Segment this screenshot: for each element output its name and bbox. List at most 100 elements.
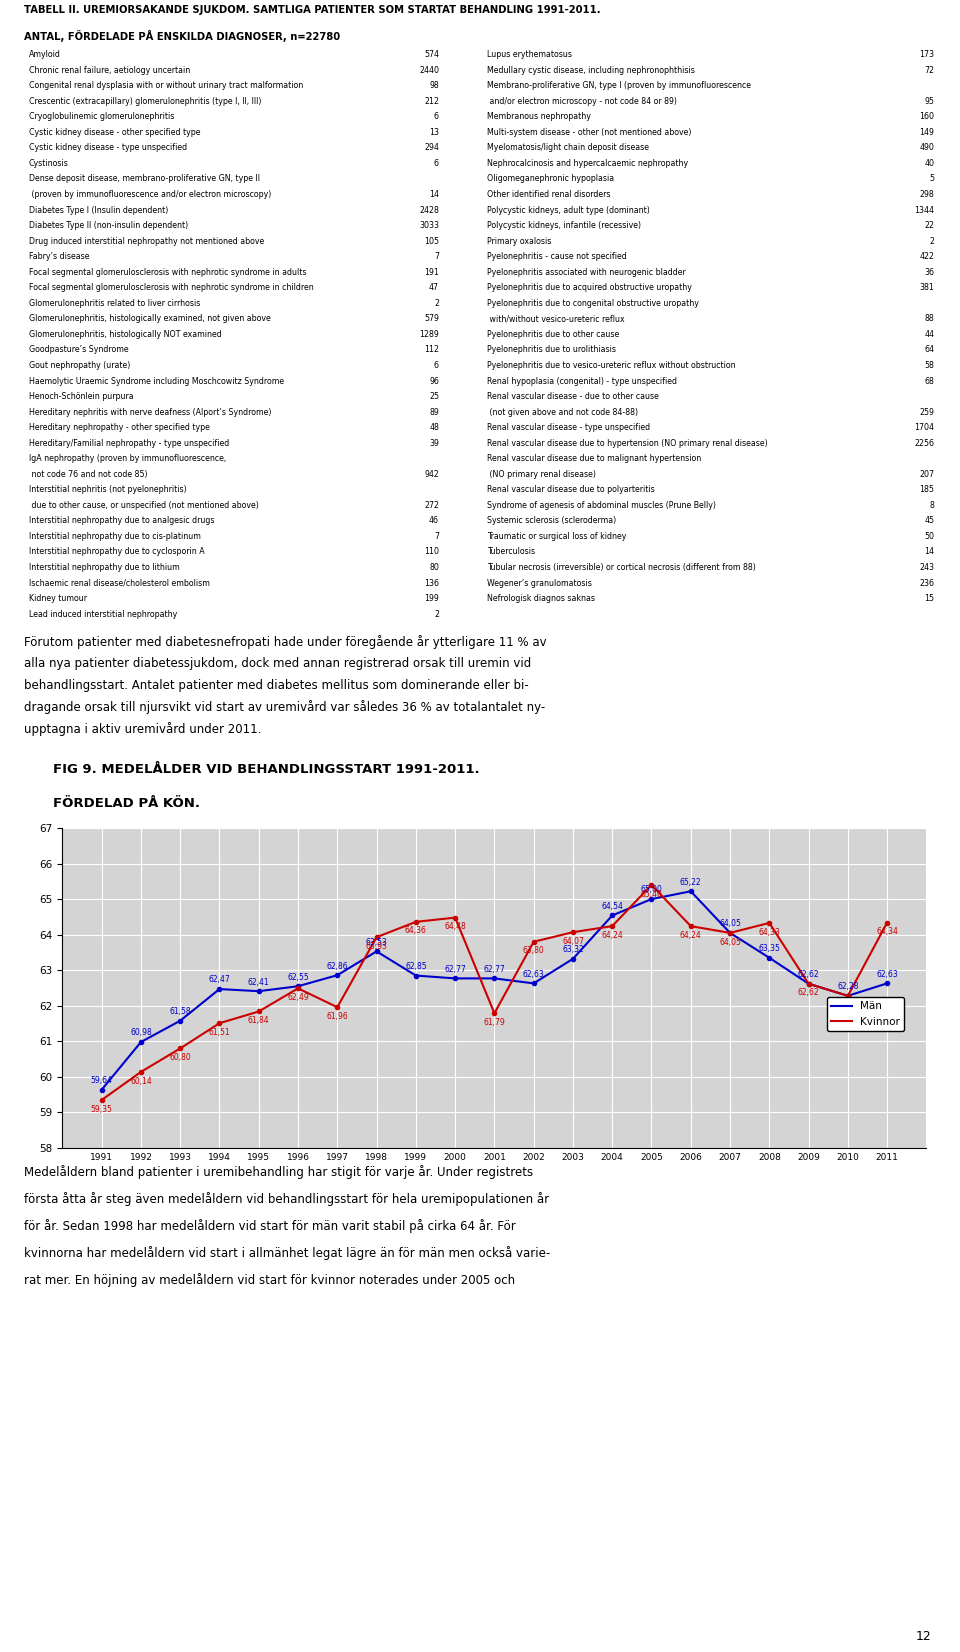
Text: kvinnorna har medelåldern vid start i allmänhet legat lägre än för män men också: kvinnorna har medelåldern vid start i al… xyxy=(24,1246,550,1260)
Text: Kidney tumour: Kidney tumour xyxy=(29,595,86,603)
Text: 63,32: 63,32 xyxy=(562,945,584,955)
Text: rat mer. En höjning av medelåldern vid start för kvinnor noterades under 2005 oc: rat mer. En höjning av medelåldern vid s… xyxy=(24,1272,516,1287)
Text: ANTAL, FÖRDELADE PÅ ENSKILDA DIAGNOSER, n=22780: ANTAL, FÖRDELADE PÅ ENSKILDA DIAGNOSER, … xyxy=(24,30,340,41)
Text: Förutom patienter med diabetesnefropati hade under föregående år ytterligare 11 : Förutom patienter med diabetesnefropati … xyxy=(24,634,546,649)
Text: 64,33: 64,33 xyxy=(758,927,780,937)
Text: Pyelonephritis due to other cause: Pyelonephritis due to other cause xyxy=(488,330,619,339)
Legend: Män, Kvinnor: Män, Kvinnor xyxy=(827,998,904,1031)
Text: 64,05: 64,05 xyxy=(719,938,741,947)
Text: 50: 50 xyxy=(924,532,934,540)
Text: Nephrocalcinosis and hypercalcaemic nephropathy: Nephrocalcinosis and hypercalcaemic neph… xyxy=(488,159,688,169)
Text: 65,40: 65,40 xyxy=(640,889,662,899)
Text: 95: 95 xyxy=(924,97,934,106)
Text: 62,49: 62,49 xyxy=(287,993,309,1003)
Text: 62,62: 62,62 xyxy=(798,970,820,980)
Text: 1289: 1289 xyxy=(420,330,439,339)
Text: Congenital renal dysplasia with or without urinary tract malformation: Congenital renal dysplasia with or witho… xyxy=(29,81,302,91)
Text: 1344: 1344 xyxy=(914,205,934,215)
Text: 62,77: 62,77 xyxy=(484,965,505,973)
Text: 14: 14 xyxy=(429,190,439,198)
Text: 62,28: 62,28 xyxy=(837,1001,858,1009)
Text: 60,80: 60,80 xyxy=(169,1052,191,1062)
Text: Medelåldern bland patienter i uremibehandling har stigit för varje år. Under reg: Medelåldern bland patienter i uremibehan… xyxy=(24,1165,533,1180)
Text: Interstitial nephropathy due to cis-platinum: Interstitial nephropathy due to cis-plat… xyxy=(29,532,201,540)
Text: 8: 8 xyxy=(929,501,934,510)
Text: 80: 80 xyxy=(429,563,439,572)
Text: 64,48: 64,48 xyxy=(444,922,466,932)
Text: 243: 243 xyxy=(919,563,934,572)
Text: and/or electron microscopy - not code 84 or 89): and/or electron microscopy - not code 84… xyxy=(488,97,677,106)
Text: 89: 89 xyxy=(429,408,439,416)
Text: alla nya patienter diabetessjukdom, dock med annan registrerad orsak till uremin: alla nya patienter diabetessjukdom, dock… xyxy=(24,657,531,669)
Text: 64,24: 64,24 xyxy=(601,930,623,940)
Text: första åtta år steg även medelåldern vid behandlingsstart för hela uremipopulati: första åtta år steg även medelåldern vid… xyxy=(24,1193,549,1206)
Text: 2428: 2428 xyxy=(420,205,439,215)
Text: 48: 48 xyxy=(429,423,439,433)
Text: 2: 2 xyxy=(434,299,439,307)
Text: 212: 212 xyxy=(424,97,439,106)
Text: 61,79: 61,79 xyxy=(484,1018,505,1028)
Text: Oligomeganephronic hypoplasia: Oligomeganephronic hypoplasia xyxy=(488,175,614,183)
Text: Cystinosis: Cystinosis xyxy=(29,159,68,169)
Text: 381: 381 xyxy=(920,282,934,292)
Text: Renal vascular disease due to hypertension (NO primary renal disease): Renal vascular disease due to hypertensi… xyxy=(488,439,768,448)
Text: Medullary cystic disease, including nephronophthisis: Medullary cystic disease, including neph… xyxy=(488,66,695,74)
Text: 62,41: 62,41 xyxy=(248,978,270,986)
Text: 98: 98 xyxy=(429,81,439,91)
Text: dragande orsak till njursvikt vid start av uremivård var således 36 % av totalan: dragande orsak till njursvikt vid start … xyxy=(24,700,545,714)
Text: 12: 12 xyxy=(916,1631,931,1644)
Text: not code 76 and not code 85): not code 76 and not code 85) xyxy=(29,469,147,479)
Text: (proven by immunofluorescence and/or electron microscopy): (proven by immunofluorescence and/or ele… xyxy=(29,190,271,198)
Text: 63,53: 63,53 xyxy=(366,938,388,947)
Text: 5: 5 xyxy=(929,175,934,183)
Text: 47: 47 xyxy=(429,282,439,292)
Text: 25: 25 xyxy=(429,392,439,401)
Text: 36: 36 xyxy=(924,268,934,278)
Text: 61,84: 61,84 xyxy=(248,1016,270,1026)
Text: 68: 68 xyxy=(924,377,934,385)
Text: 64: 64 xyxy=(924,345,934,355)
Text: Tubular necrosis (irreversible) or cortical necrosis (different from 88): Tubular necrosis (irreversible) or corti… xyxy=(488,563,756,572)
Text: 61,51: 61,51 xyxy=(208,1028,230,1037)
Text: 22: 22 xyxy=(924,221,934,230)
Text: 7: 7 xyxy=(434,532,439,540)
Text: 63,80: 63,80 xyxy=(523,947,544,955)
Text: 65,00: 65,00 xyxy=(640,885,662,894)
Text: 236: 236 xyxy=(919,578,934,588)
Text: Dense deposit disease, membrano-proliferative GN, type II: Dense deposit disease, membrano-prolifer… xyxy=(29,175,259,183)
Text: Pyelonephritis due to vesico-ureteric reflux without obstruction: Pyelonephritis due to vesico-ureteric re… xyxy=(488,362,736,370)
Text: Syndrome of agenesis of abdominal muscles (Prune Belly): Syndrome of agenesis of abdominal muscle… xyxy=(488,501,716,510)
Text: Polycystic kidneys, infantile (recessive): Polycystic kidneys, infantile (recessive… xyxy=(488,221,641,230)
Text: för år. Sedan 1998 har medelåldern vid start för män varit stabil på cirka 64 år: för år. Sedan 1998 har medelåldern vid s… xyxy=(24,1219,516,1232)
Text: 13: 13 xyxy=(429,127,439,137)
Text: 136: 136 xyxy=(424,578,439,588)
Text: 88: 88 xyxy=(924,314,934,324)
Text: 60,98: 60,98 xyxy=(130,1029,152,1037)
Text: 64,34: 64,34 xyxy=(876,927,898,937)
Text: Pyelonephritis due to congenital obstructive uropathy: Pyelonephritis due to congenital obstruc… xyxy=(488,299,699,307)
Text: 46: 46 xyxy=(429,517,439,525)
Text: Interstitial nephritis (not pyelonephritis): Interstitial nephritis (not pyelonephrit… xyxy=(29,486,186,494)
Text: 112: 112 xyxy=(424,345,439,355)
Text: 61,96: 61,96 xyxy=(326,1011,348,1021)
Text: 173: 173 xyxy=(919,50,934,59)
Text: Ischaemic renal disease/cholesterol embolism: Ischaemic renal disease/cholesterol embo… xyxy=(29,578,209,588)
Text: 490: 490 xyxy=(920,144,934,152)
Text: Polycystic kidneys, adult type (dominant): Polycystic kidneys, adult type (dominant… xyxy=(488,205,650,215)
Text: 422: 422 xyxy=(919,253,934,261)
Text: Renal vascular disease - type unspecified: Renal vascular disease - type unspecifie… xyxy=(488,423,651,433)
Text: due to other cause, or unspecified (not mentioned above): due to other cause, or unspecified (not … xyxy=(29,501,258,510)
Text: 14: 14 xyxy=(924,547,934,557)
Text: Pyelonephritis - cause not specified: Pyelonephritis - cause not specified xyxy=(488,253,627,261)
Text: 62,86: 62,86 xyxy=(326,961,348,971)
Text: Lead induced interstitial nephropathy: Lead induced interstitial nephropathy xyxy=(29,610,177,618)
Text: 59,64: 59,64 xyxy=(91,1075,112,1085)
Text: 64,07: 64,07 xyxy=(562,937,584,947)
Text: Fabry’s disease: Fabry’s disease xyxy=(29,253,89,261)
Text: 62,28: 62,28 xyxy=(837,983,858,991)
Text: 45: 45 xyxy=(924,517,934,525)
Text: 185: 185 xyxy=(920,486,934,494)
Text: Renal vascular disease due to malignant hypertension: Renal vascular disease due to malignant … xyxy=(488,454,702,463)
Text: 40: 40 xyxy=(924,159,934,169)
Text: Amyloid: Amyloid xyxy=(29,50,60,59)
